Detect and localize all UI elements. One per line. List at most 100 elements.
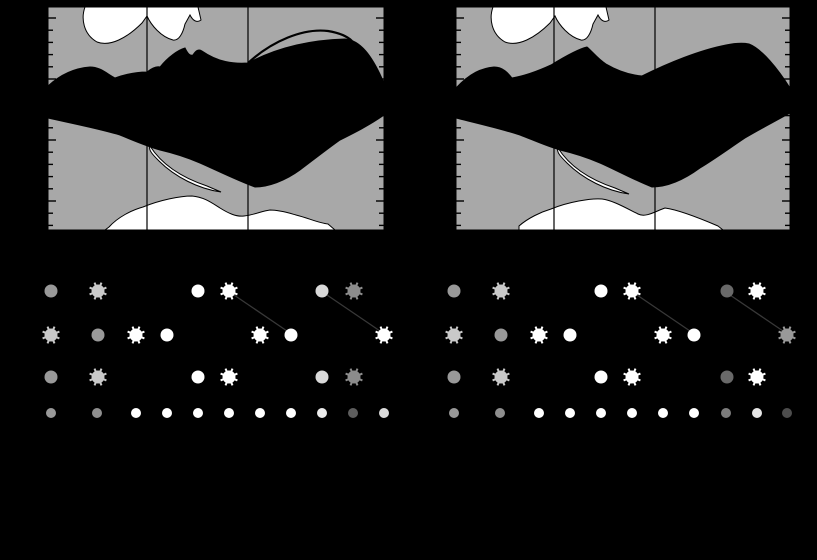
- lattice-dot: [315, 370, 329, 384]
- lattice-dot: [594, 284, 608, 298]
- lattice-dot-spiky: [127, 326, 145, 344]
- lattice-dot: [563, 328, 577, 342]
- lattice-dot-spiky: [492, 282, 510, 300]
- lattice-dot-spiky: [623, 282, 641, 300]
- dot-core: [750, 370, 764, 384]
- low-contour-region: [557, 146, 630, 195]
- lattice-dot: [494, 328, 508, 342]
- lattice-dot: [379, 408, 389, 418]
- lattice-dot: [131, 408, 141, 418]
- high-contour-region: [455, 42, 791, 188]
- contour-line: [739, 112, 773, 127]
- dot-core: [780, 328, 794, 342]
- dot-core: [447, 328, 461, 342]
- low-contour-region: [149, 144, 222, 193]
- dot-core: [222, 370, 236, 384]
- lattice-dot: [447, 370, 461, 384]
- lattice-dot: [162, 408, 172, 418]
- lattice-dot: [449, 408, 459, 418]
- lattice-dot: [658, 408, 668, 418]
- bond-segment: [729, 294, 784, 332]
- lattice-dot: [495, 408, 505, 418]
- dot-core: [750, 284, 764, 298]
- contour-panel-left: [47, 6, 385, 231]
- low-contour-region: [82, 6, 202, 44]
- dot-core: [656, 328, 670, 342]
- dot-core: [377, 328, 391, 342]
- low-contour-region: [490, 6, 610, 44]
- lattice-dot-spiky: [345, 368, 363, 386]
- lattice-dot: [286, 408, 296, 418]
- bond-segment: [233, 294, 288, 332]
- dot-core: [494, 370, 508, 384]
- lattice-dot: [191, 370, 205, 384]
- low-contour-region: [518, 198, 725, 231]
- lattice-dot: [720, 370, 734, 384]
- lattice-dot: [720, 284, 734, 298]
- lattice-dot: [160, 328, 174, 342]
- lattice-dot: [687, 328, 701, 342]
- lattice-dot: [92, 408, 102, 418]
- lattice-panel-left: [42, 282, 393, 418]
- lattice-dot-spiky: [42, 326, 60, 344]
- lattice-dot: [752, 408, 762, 418]
- lattice-dot-spiky: [375, 326, 393, 344]
- lattice-dot: [284, 328, 298, 342]
- lattice-dot-spiky: [492, 368, 510, 386]
- lattice-dot-spiky: [220, 282, 238, 300]
- lattice-dot-spiky: [748, 368, 766, 386]
- low-contour-region: [103, 195, 337, 231]
- lattice-dot: [594, 370, 608, 384]
- lattice-dot: [46, 408, 56, 418]
- lattice-dot: [596, 408, 606, 418]
- lattice-dot: [315, 284, 329, 298]
- dot-core: [91, 284, 105, 298]
- lattice-dot-spiky: [220, 368, 238, 386]
- lattice-dot: [721, 408, 731, 418]
- dot-core: [44, 328, 58, 342]
- contour-panel-right: [455, 6, 791, 231]
- dot-core: [347, 284, 361, 298]
- lattice-dot: [689, 408, 699, 418]
- dot-core: [494, 284, 508, 298]
- lattice-dot-spiky: [748, 282, 766, 300]
- lattice-dot: [224, 408, 234, 418]
- lattice-panel-right: [445, 282, 796, 418]
- dot-core: [625, 284, 639, 298]
- dot-core: [347, 370, 361, 384]
- lattice-dot-spiky: [445, 326, 463, 344]
- lattice-dot: [534, 408, 544, 418]
- dot-core: [91, 370, 105, 384]
- contour-line: [247, 29, 353, 64]
- lattice-dot-spiky: [89, 368, 107, 386]
- bond-segment: [636, 294, 691, 332]
- lattice-dot-spiky: [345, 282, 363, 300]
- lattice-dot-spiky: [251, 326, 269, 344]
- lattice-dot: [191, 284, 205, 298]
- dot-core: [625, 370, 639, 384]
- lattice-dot: [447, 284, 461, 298]
- bond-segment: [326, 294, 381, 332]
- dot-core: [129, 328, 143, 342]
- dot-core: [222, 284, 236, 298]
- lattice-dot: [348, 408, 358, 418]
- lattice-dot: [91, 328, 105, 342]
- lattice-dot-spiky: [778, 326, 796, 344]
- lattice-dot: [44, 284, 58, 298]
- lattice-dot-spiky: [654, 326, 672, 344]
- lattice-dot-spiky: [530, 326, 548, 344]
- lattice-dot: [255, 408, 265, 418]
- lattice-dot: [193, 408, 203, 418]
- dot-core: [253, 328, 267, 342]
- high-contour-region: [47, 38, 385, 188]
- lattice-dot: [627, 408, 637, 418]
- lattice-dot: [44, 370, 58, 384]
- lattice-dot-spiky: [89, 282, 107, 300]
- lattice-dot-spiky: [623, 368, 641, 386]
- lattice-dot: [565, 408, 575, 418]
- lattice-dot: [782, 408, 792, 418]
- lattice-dot: [317, 408, 327, 418]
- dot-core: [532, 328, 546, 342]
